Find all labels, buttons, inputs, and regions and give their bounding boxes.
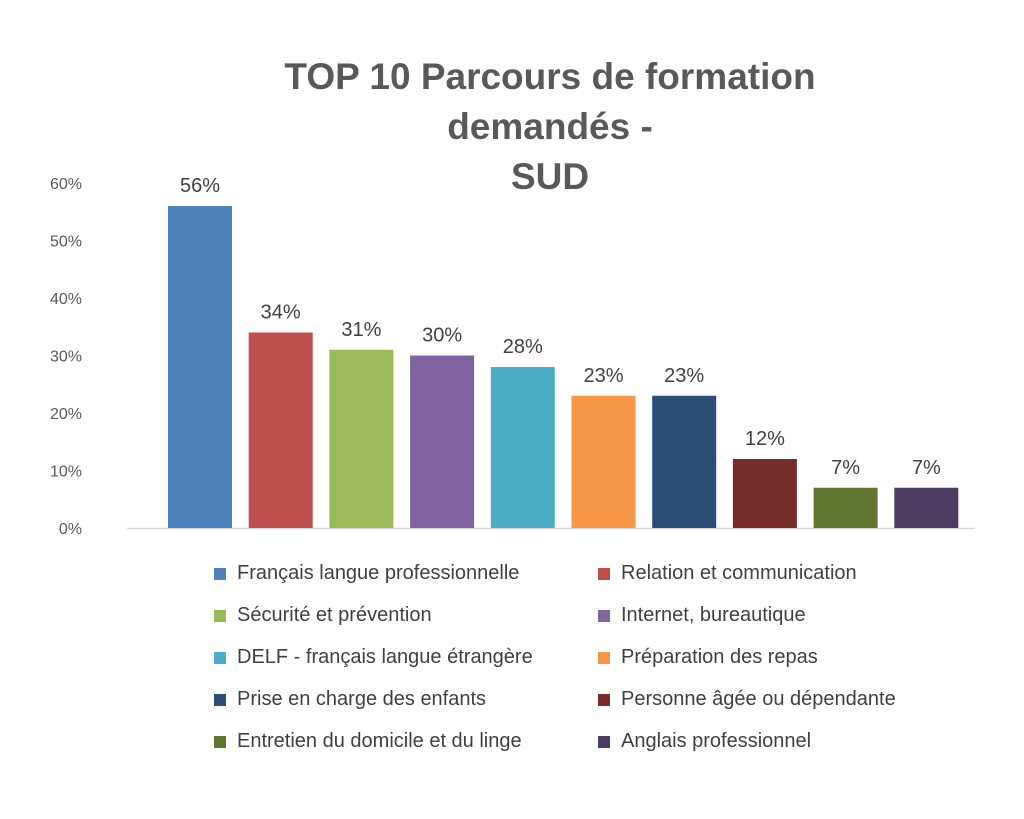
legend-item: Internet, bureautique	[598, 604, 974, 627]
legend-swatch	[214, 693, 226, 706]
legend-swatch	[598, 735, 610, 748]
bar	[248, 332, 313, 528]
legend-swatch	[214, 609, 226, 622]
legend-item: DELF - français langue étrangère	[214, 646, 598, 669]
legend-item: Relation et communication	[598, 562, 974, 585]
legend-item: Entretien du domicile et du linge	[214, 730, 598, 753]
data-label: 23%	[664, 365, 704, 387]
legend-label: Prise en charge des enfants	[237, 688, 487, 710]
y-tick-label: 10%	[50, 464, 82, 481]
legend-swatch	[214, 735, 226, 748]
data-label: 12%	[745, 428, 785, 450]
chart-title-line-1: TOP 10 Parcours de formation demandés -	[284, 56, 816, 147]
legend-item: Personne âgée ou dépendante	[598, 688, 974, 711]
legend: Français langue professionnelle Relation…	[214, 562, 974, 753]
legend-item: Sécurité et prévention	[214, 604, 598, 627]
bar	[490, 367, 555, 528]
data-label: 34%	[261, 302, 301, 324]
y-tick-label: 50%	[50, 234, 82, 251]
legend-label: Français langue professionnelle	[237, 562, 520, 584]
legend-label: Entretien du domicile et du linge	[237, 730, 522, 752]
y-tick-label: 40%	[50, 291, 82, 308]
bar	[652, 395, 717, 528]
bar	[168, 206, 232, 528]
bar	[329, 349, 394, 528]
bar	[571, 395, 636, 528]
legend-label: Préparation des repas	[621, 646, 818, 668]
legend-label: DELF - français langue étrangère	[237, 646, 533, 668]
chart-title-line-2: SUD	[510, 156, 590, 197]
legend-label: Personne âgée ou dépendante	[621, 688, 896, 710]
legend-label: Anglais professionnel	[621, 730, 812, 752]
chart-title: TOP 10 Parcours de formation demandés - …	[200, 52, 900, 202]
legend-item: Prise en charge des enfants	[214, 688, 598, 711]
data-label: 7%	[912, 457, 941, 479]
legend-item: Préparation des repas	[598, 646, 974, 669]
legend-swatch	[214, 567, 226, 580]
legend-swatch	[598, 609, 610, 622]
data-label: 56%	[180, 175, 220, 197]
legend-label: Sécurité et prévention	[237, 604, 432, 626]
bar	[732, 459, 797, 528]
legend-swatch	[598, 693, 610, 706]
bar	[410, 355, 475, 528]
legend-item: Anglais professionnel	[598, 730, 974, 753]
y-tick-label: 30%	[50, 349, 82, 366]
data-label: 30%	[422, 325, 462, 347]
y-tick-label: 20%	[50, 406, 82, 423]
y-tick-label: 0%	[59, 521, 82, 538]
data-label: 7%	[831, 457, 860, 479]
bar	[894, 487, 959, 528]
legend-swatch	[598, 567, 610, 580]
data-label: 28%	[503, 336, 543, 358]
y-tick-label: 60%	[50, 176, 82, 193]
data-label: 31%	[341, 319, 381, 341]
legend-swatch	[214, 651, 226, 664]
legend-swatch	[598, 651, 610, 664]
bar	[813, 487, 878, 528]
legend-item: Français langue professionnelle	[214, 562, 598, 585]
legend-label: Relation et communication	[621, 562, 857, 584]
legend-label: Internet, bureautique	[621, 604, 806, 626]
data-label: 23%	[583, 365, 623, 387]
